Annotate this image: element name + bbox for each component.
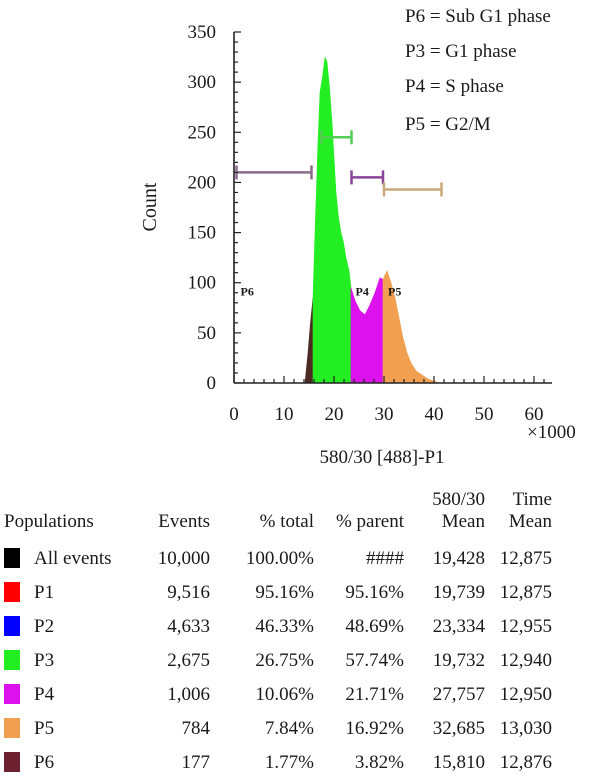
time-mean-value: 12,950 — [499, 684, 552, 705]
gate-p6: P6 — [235, 165, 313, 299]
mean-value: 19,428 — [432, 548, 485, 569]
population-name: P3 — [34, 650, 55, 671]
legend: P6 = Sub G1 phase P3 = G1 phase P4 = S p… — [405, 6, 551, 135]
time-mean-value: 13,030 — [499, 718, 552, 739]
mean-value: 27,757 — [432, 684, 485, 705]
y-tick-label: 150 — [188, 223, 217, 244]
gate-p5: P5 — [382, 182, 443, 299]
pct-total-value: 100.00% — [245, 548, 314, 569]
gate-p3 — [320, 130, 353, 145]
mean-value: 15,810 — [432, 752, 485, 773]
table-row: P6 177 1.77% 3.82% 15,810 12,876 — [0, 748, 589, 778]
x-tick-label: 40 — [425, 404, 444, 425]
events-value: 4,633 — [167, 616, 210, 637]
time-mean-value: 12,955 — [499, 616, 552, 637]
header-mean-line2: Mean — [441, 511, 485, 532]
color-swatch — [4, 582, 20, 602]
y-tick-label: 100 — [188, 273, 217, 294]
x-tick-label: 0 — [229, 404, 239, 425]
legend-line: P3 = G1 phase — [405, 41, 517, 62]
color-swatch — [4, 616, 20, 636]
x-tick-label: 20 — [325, 404, 344, 425]
table-row: P1 9,516 95.16% 95.16% 19,739 12,875 — [0, 578, 589, 608]
header-populations: Populations — [4, 511, 94, 532]
pct-total-value: 7.84% — [264, 718, 314, 739]
events-value: 10,000 — [157, 548, 210, 569]
y-axis-label: Count — [139, 182, 161, 231]
time-mean-value: 12,875 — [499, 582, 552, 603]
events-value: 1,006 — [167, 684, 210, 705]
pct-total-value: 1.77% — [264, 752, 314, 773]
time-mean-value: 12,876 — [499, 752, 552, 773]
mean-value: 23,334 — [432, 616, 485, 637]
series-area-p6 — [304, 297, 314, 384]
y-tick-label: 250 — [188, 122, 217, 143]
color-swatch — [4, 650, 20, 670]
x-tick-label: 60 — [525, 404, 544, 425]
x-axis-multiplier: ×1000 — [527, 422, 576, 443]
series-area-p5 — [382, 269, 440, 384]
header-pct-parent: % parent — [335, 511, 404, 532]
series-area-p3 — [312, 56, 352, 384]
pct-parent-value: #### — [366, 548, 404, 569]
events-value: 2,675 — [167, 650, 210, 671]
pct-parent-value: 57.74% — [345, 650, 404, 671]
table-row: P2 4,633 46.33% 48.69% 23,334 12,955 — [0, 612, 589, 642]
table-row: P3 2,675 26.75% 57.74% 19,732 12,940 — [0, 646, 589, 676]
time-mean-value: 12,940 — [499, 650, 552, 671]
color-swatch — [4, 752, 20, 772]
color-swatch — [4, 684, 20, 704]
pct-parent-value: 95.16% — [345, 582, 404, 603]
x-tick-label: 30 — [375, 404, 394, 425]
x-axis-label: 580/30 [488]-P1 — [319, 447, 444, 468]
header-pct-total: % total — [259, 511, 314, 532]
gate-label: P5 — [388, 285, 401, 299]
header-time-line1: Time — [512, 489, 552, 510]
y-tick-label: 300 — [188, 72, 217, 93]
gate-p4: P4 — [350, 170, 385, 299]
events-value: 784 — [181, 718, 211, 739]
mean-value: 32,685 — [432, 718, 485, 739]
population-name: P5 — [34, 718, 55, 739]
header-events: Events — [158, 511, 210, 532]
legend-line: P6 = Sub G1 phase — [405, 6, 551, 27]
pct-total-value: 95.16% — [255, 582, 314, 603]
x-tick-label: 10 — [275, 404, 294, 425]
y-tick-label: 0 — [207, 373, 217, 394]
events-value: 9,516 — [167, 582, 210, 603]
gate-label: P4 — [356, 285, 369, 299]
header-time-line2: Mean — [508, 511, 552, 532]
histogram-chart: P6 P4 P5 0 10 20 30 40 50 60 0 50 100 150 200 250 300 35… — [139, 6, 576, 468]
pct-parent-value: 48.69% — [345, 616, 404, 637]
population-name: P4 — [34, 684, 55, 705]
pct-parent-value: 16.92% — [345, 718, 404, 739]
mean-value: 19,739 — [432, 582, 485, 603]
population-name: P6 — [34, 752, 55, 773]
x-tick-label: 50 — [475, 404, 494, 425]
color-swatch — [4, 718, 20, 738]
pct-total-value: 46.33% — [255, 616, 314, 637]
population-name: P2 — [34, 616, 55, 637]
pct-parent-value: 3.82% — [354, 752, 404, 773]
color-swatch — [4, 548, 20, 568]
legend-line: P4 = S phase — [405, 76, 504, 97]
table-row: P5 784 7.84% 16.92% 32,685 13,030 — [0, 714, 589, 744]
population-name: P1 — [34, 582, 55, 603]
table-row: P4 1,006 10.06% 21.71% 27,757 12,950 — [0, 680, 589, 710]
y-tick-label: 200 — [188, 172, 217, 193]
table-row: All events 10,000 100.00% #### 19,428 12… — [0, 544, 589, 574]
header-mean-line1: 580/30 — [432, 489, 485, 510]
gate-label: P6 — [241, 285, 254, 299]
legend-line: P5 = G2/M — [405, 114, 491, 135]
y-tick-label: 50 — [197, 323, 216, 344]
events-value: 177 — [181, 752, 211, 773]
population-name: All events — [34, 548, 112, 569]
pct-parent-value: 21.71% — [345, 684, 404, 705]
mean-value: 19,732 — [432, 650, 485, 671]
time-mean-value: 12,875 — [499, 548, 552, 569]
y-tick-label: 350 — [188, 22, 217, 43]
pct-total-value: 10.06% — [255, 684, 314, 705]
table-header: Populations Events % total % parent 580/… — [0, 482, 589, 536]
pct-total-value: 26.75% — [255, 650, 314, 671]
